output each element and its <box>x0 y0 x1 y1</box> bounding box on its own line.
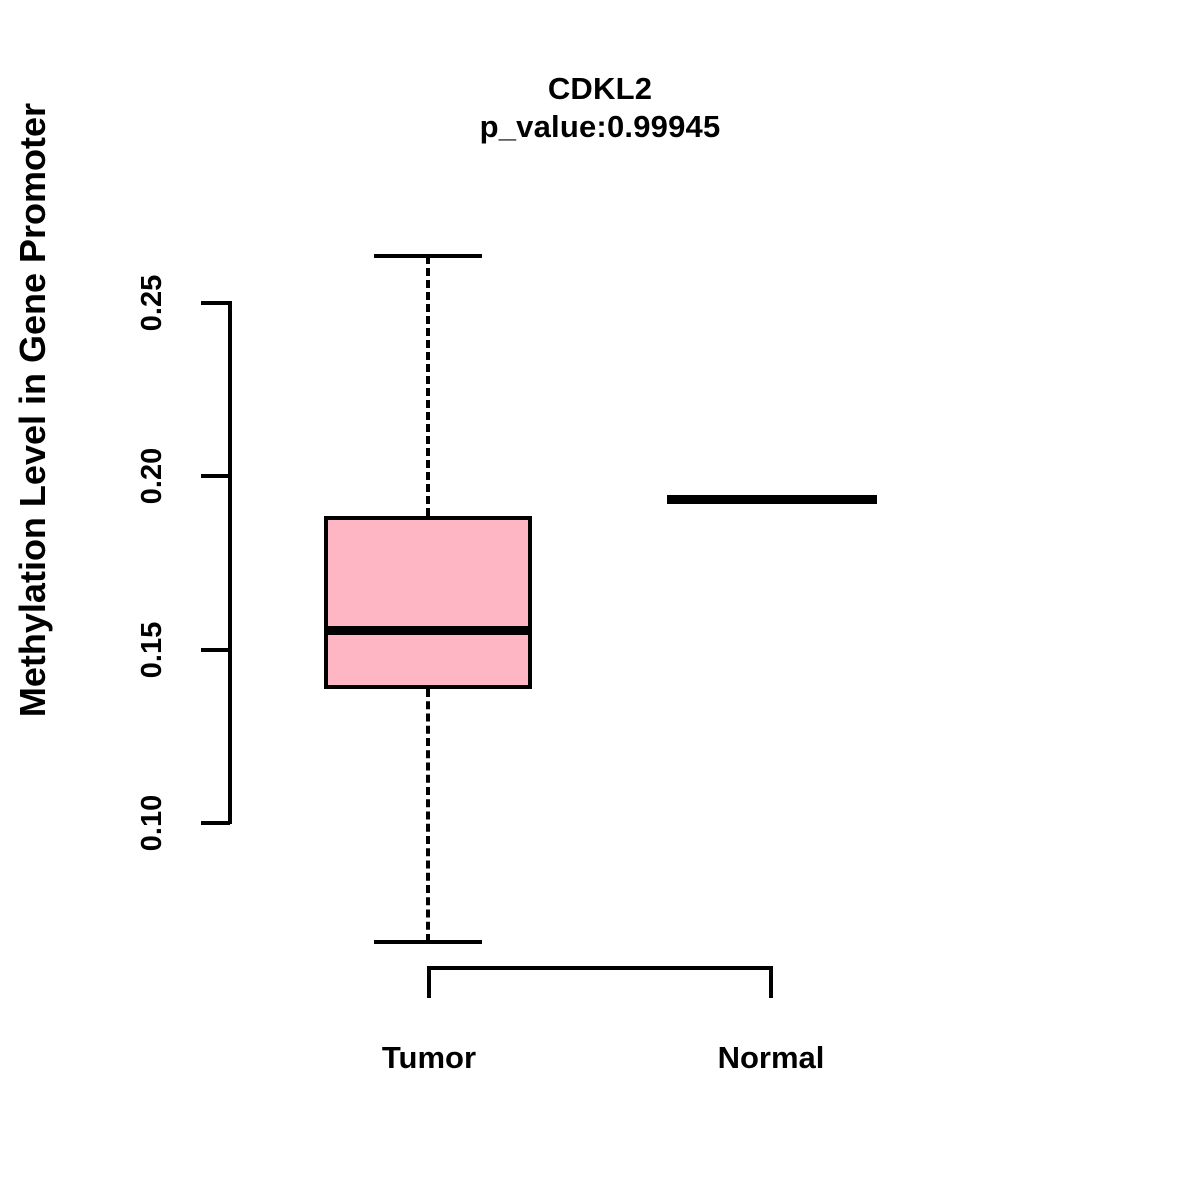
tumor-median-line <box>324 626 532 636</box>
y-axis-tick-0.25 <box>201 301 230 305</box>
y-axis-ticklabel-0.25: 0.25 <box>136 274 168 332</box>
tumor-lower-cap <box>374 940 482 945</box>
y-axis-label-text: Methylation Level in Gene Promoter <box>12 102 53 718</box>
y-axis-ticklabel-0.20: 0.20 <box>136 447 168 505</box>
tumor-lower-whisker <box>426 689 430 943</box>
x-axis-spine <box>427 966 773 970</box>
x-axis-tick-normal <box>769 966 773 998</box>
y-axis-ticklabel-0.10: 0.10 <box>136 794 168 852</box>
tumor-upper-whisker <box>426 255 430 516</box>
y-axis-label: Methylation Level in Gene Promoter <box>12 0 92 1010</box>
x-axis-ticklabel-normal: Normal <box>717 1040 825 1075</box>
chart-title-block: CDKL2 p_value:0.99945 <box>0 70 1200 146</box>
y-axis-spine <box>228 301 232 824</box>
x-axis-tick-tumor <box>427 966 431 998</box>
tumor-box <box>324 515 532 690</box>
tumor-upper-cap <box>374 253 482 258</box>
normal-median-line <box>667 494 877 504</box>
y-axis-tick-0.15 <box>201 648 230 652</box>
y-axis-tick-0.10 <box>201 821 230 825</box>
x-axis-ticklabel-tumor: Tumor <box>381 1040 477 1075</box>
page-title: CDKL2 <box>547 71 653 106</box>
chart-subtitle-pvalue: p_value:0.99945 <box>479 108 721 144</box>
y-axis-tick-0.20 <box>201 474 230 478</box>
y-axis-ticklabel-0.15: 0.15 <box>136 621 168 679</box>
